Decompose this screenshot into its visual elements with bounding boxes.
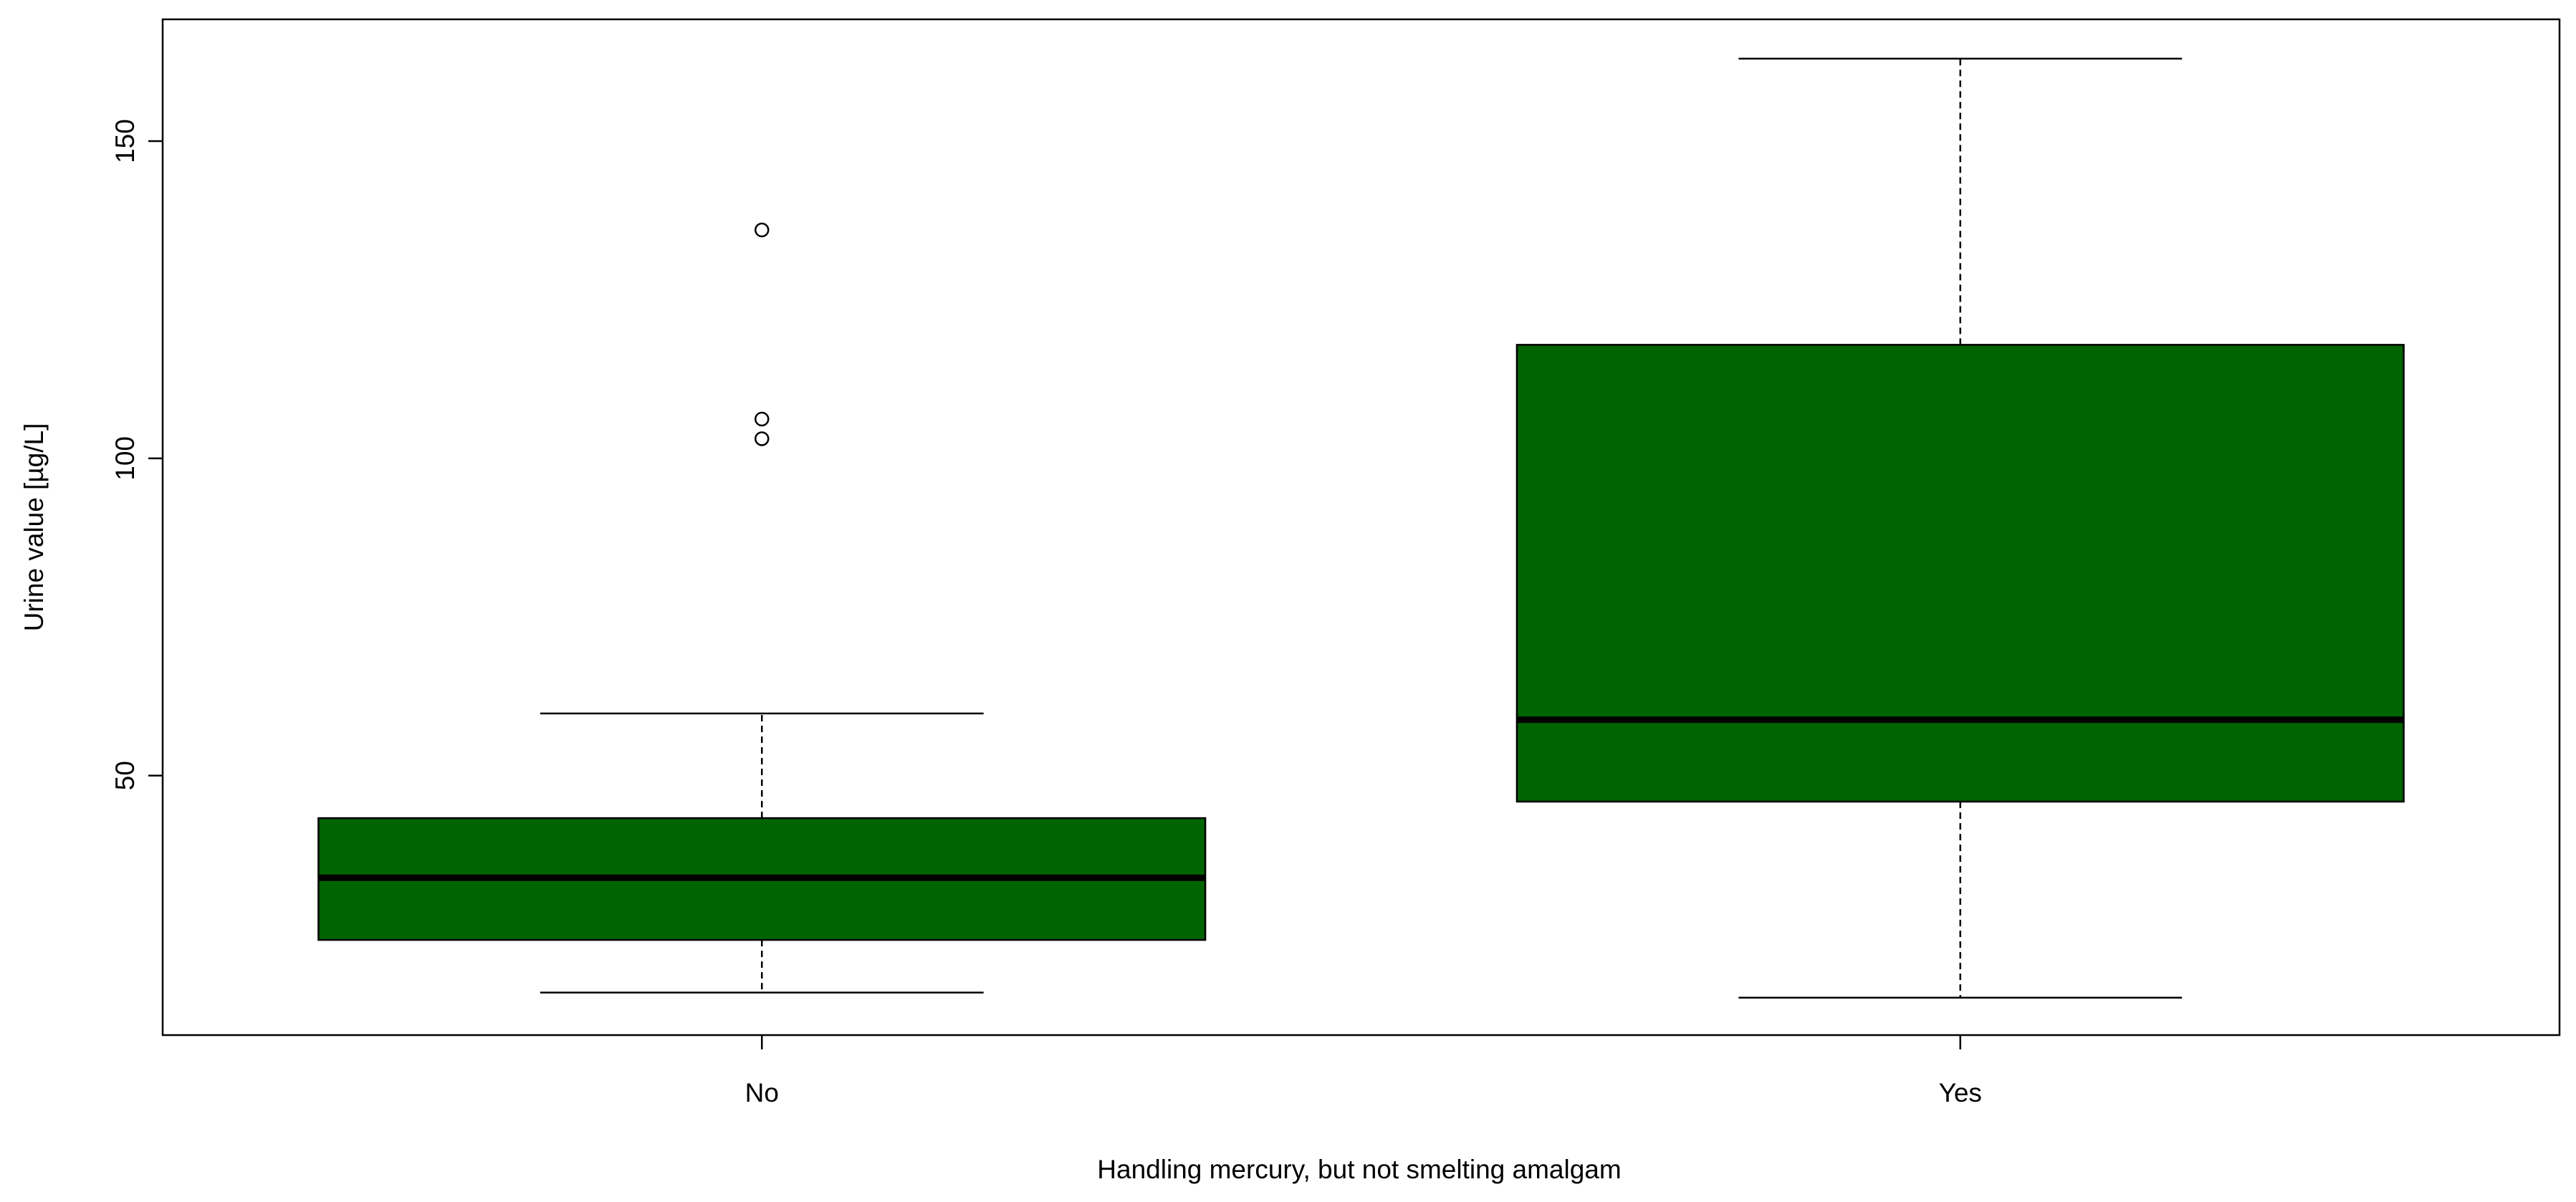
y-axis-label: Urine value [µg/L]: [19, 423, 49, 632]
outlier: [755, 222, 770, 238]
y-tick-label: 50: [110, 761, 140, 790]
x-tick-label: Yes: [1939, 1078, 1982, 1107]
x-tick-label: No: [745, 1078, 779, 1107]
outlier: [755, 431, 770, 446]
outlier: [755, 411, 770, 427]
box: [1516, 344, 2405, 803]
y-tick-label: 100: [110, 436, 140, 481]
y-tick-label: 150: [110, 119, 140, 163]
x-axis-label: Handling mercury, but not smelting amalg…: [1097, 1155, 1621, 1184]
plot-frame: [161, 18, 2561, 1037]
